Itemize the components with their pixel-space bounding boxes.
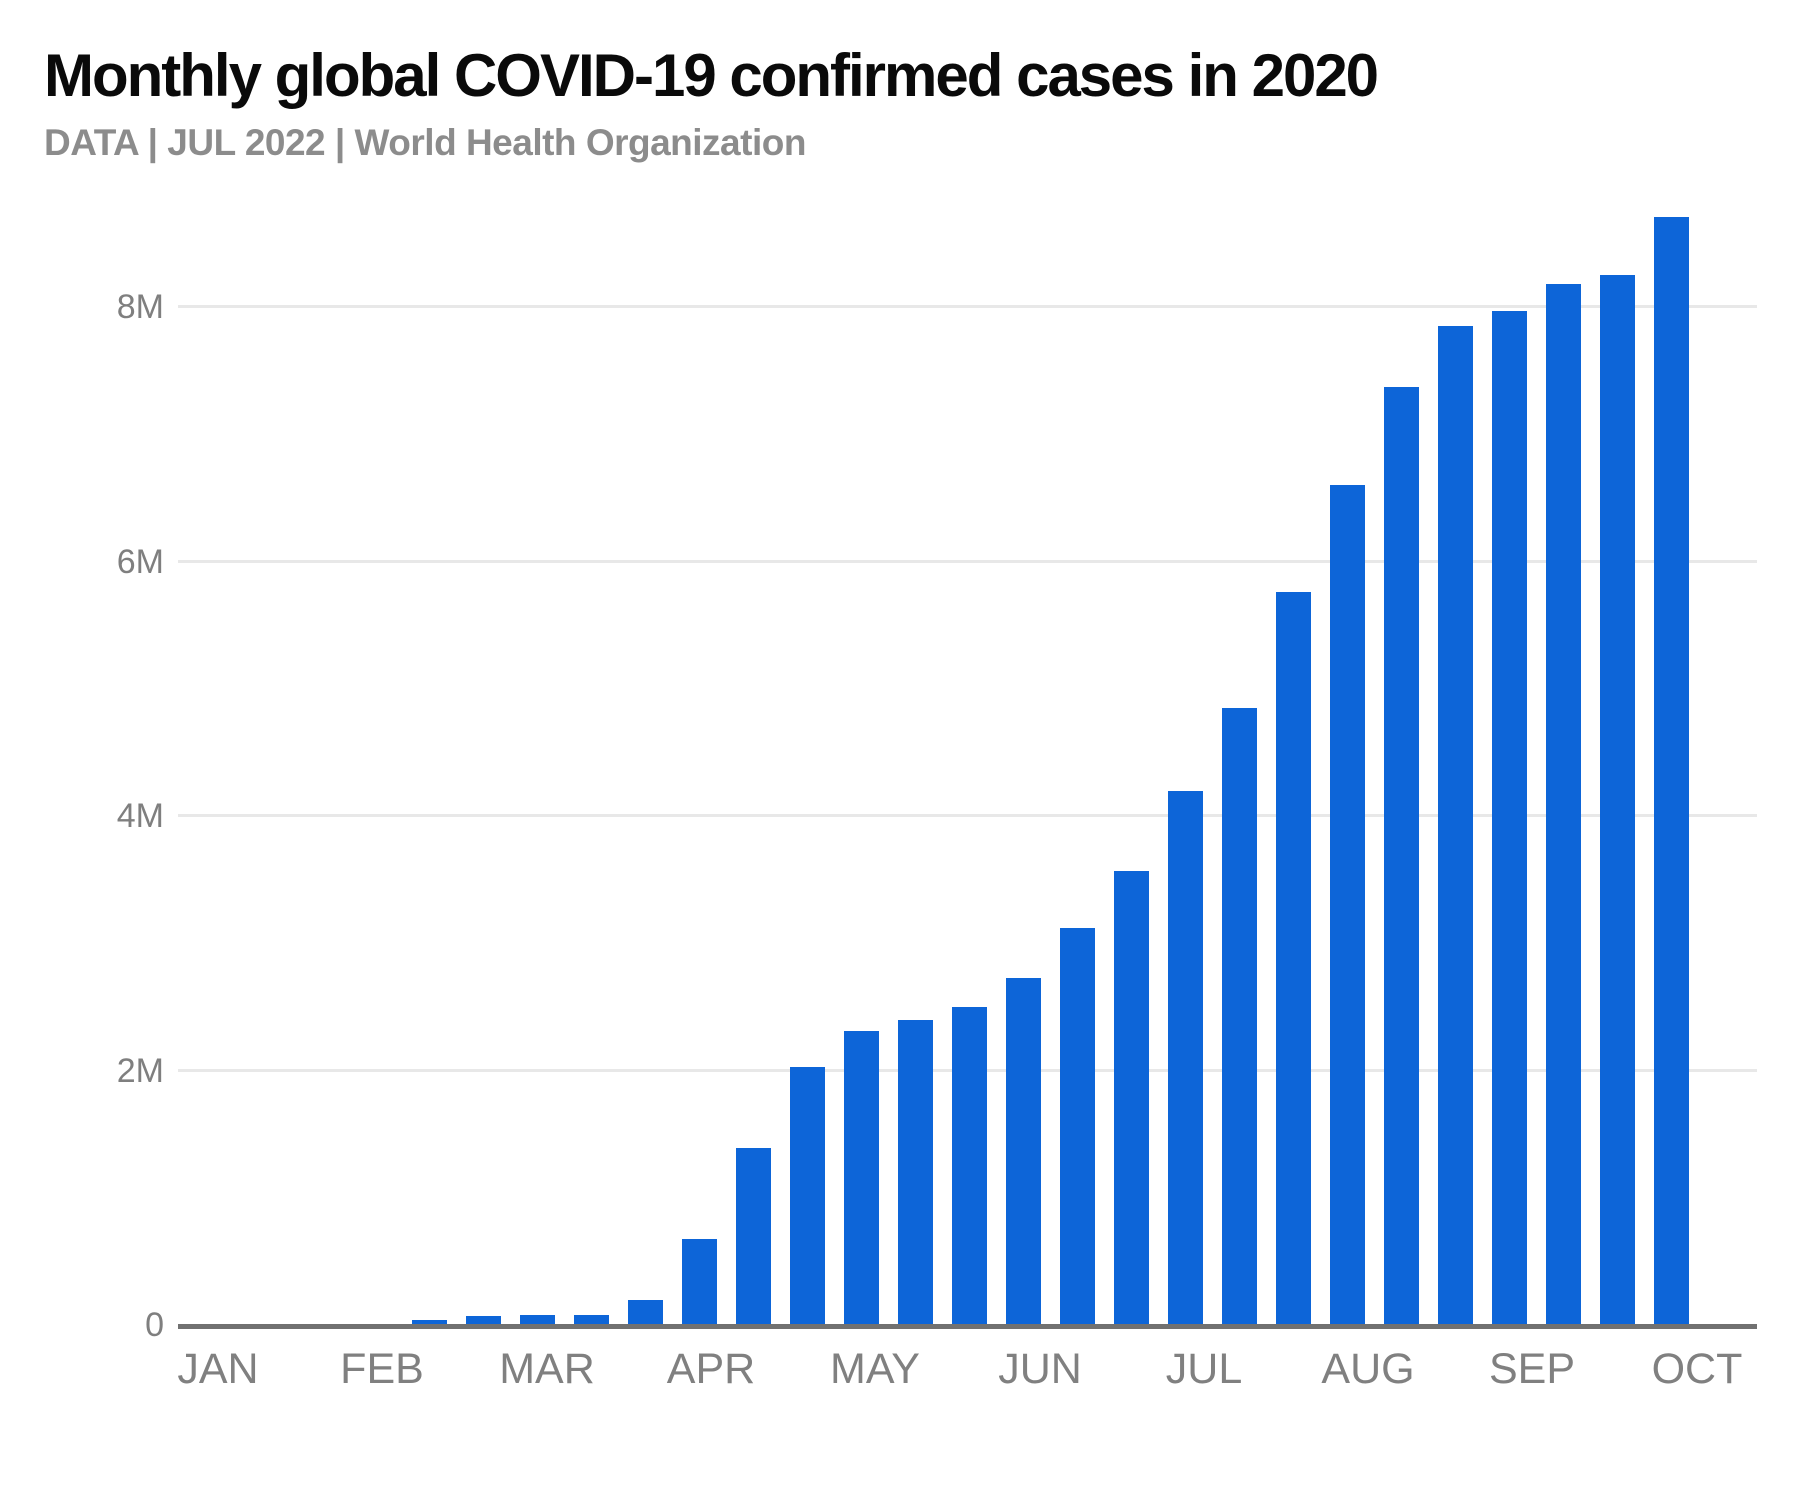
chart-subtitle: DATA | JUL 2022 | World Health Organizat… [44,122,806,163]
bar [574,1315,609,1324]
bar [1168,791,1203,1324]
bar [412,1320,447,1324]
bar [736,1148,771,1324]
bar [1384,387,1419,1324]
y-axis-tick-label: 4M [116,797,164,835]
y-gridline [178,814,1757,817]
x-axis-tick-label: JUL [1165,1345,1243,1393]
bar [1438,326,1473,1324]
x-axis-tick-label: APR [666,1345,756,1393]
x-axis-line [178,1324,1757,1329]
y-gridline [178,560,1757,563]
bar [1492,311,1527,1324]
y-axis-tick-label: 0 [145,1306,164,1344]
bar [466,1316,501,1324]
bar [844,1031,879,1324]
chart-title: Monthly global COVID-19 confirmed cases … [44,42,1379,109]
y-axis-tick-label: 8M [116,288,164,326]
y-gridline [178,305,1757,308]
bar [952,1007,987,1324]
bar [628,1300,663,1324]
x-axis-tick-label: OCT [1651,1345,1743,1393]
bar [1060,928,1095,1324]
bar [1654,217,1689,1324]
x-axis-tick-label: JAN [177,1345,259,1393]
bar [790,1067,825,1324]
bar [1222,708,1257,1324]
bar [520,1315,555,1324]
x-axis-tick-label: SEP [1488,1345,1576,1393]
bar [682,1239,717,1324]
bar [1546,284,1581,1324]
y-axis-tick-label: 2M [116,1052,164,1090]
bar [1006,978,1041,1324]
bar [1600,275,1635,1324]
bar [1330,485,1365,1324]
x-axis-tick-label: FEB [340,1345,424,1393]
x-axis-tick-label: MAR [499,1345,595,1393]
bar [898,1020,933,1324]
bar [1114,871,1149,1324]
x-axis-tick-label: JUN [998,1345,1082,1393]
x-axis-tick-label: AUG [1321,1345,1415,1393]
y-axis-tick-label: 6M [116,543,164,581]
x-axis-tick-label: MAY [830,1345,920,1393]
bar [1276,592,1311,1324]
